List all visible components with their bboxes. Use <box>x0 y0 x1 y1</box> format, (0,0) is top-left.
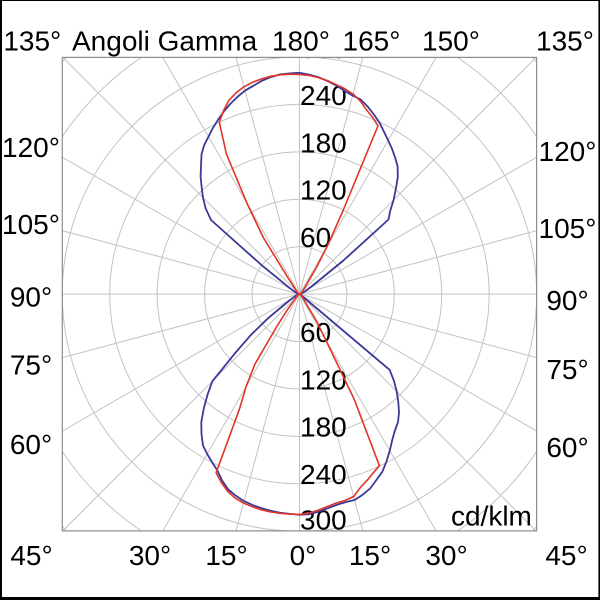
svg-text:Angoli Gamma: Angoli Gamma <box>72 25 258 56</box>
svg-text:180: 180 <box>300 412 347 443</box>
svg-text:90°: 90° <box>546 285 588 316</box>
svg-text:180°: 180° <box>272 25 330 56</box>
svg-text:60°: 60° <box>546 432 588 463</box>
svg-text:165°: 165° <box>343 25 401 56</box>
svg-text:45°: 45° <box>10 540 52 571</box>
svg-text:15°: 15° <box>349 540 391 571</box>
svg-text:240: 240 <box>300 80 347 111</box>
svg-text:cd/klm: cd/klm <box>451 501 532 532</box>
svg-text:15°: 15° <box>205 540 247 571</box>
svg-text:90°: 90° <box>10 282 52 313</box>
svg-text:105°: 105° <box>2 209 60 240</box>
svg-text:45°: 45° <box>545 540 587 571</box>
svg-text:0°: 0° <box>290 540 317 571</box>
svg-text:30°: 30° <box>129 540 171 571</box>
svg-text:180: 180 <box>300 127 347 158</box>
svg-text:60°: 60° <box>10 429 52 460</box>
svg-text:75°: 75° <box>10 350 52 381</box>
svg-text:240: 240 <box>300 459 347 490</box>
svg-text:60: 60 <box>300 317 331 348</box>
svg-text:120°: 120° <box>2 132 60 163</box>
svg-text:75°: 75° <box>546 354 588 385</box>
svg-text:150°: 150° <box>422 25 480 56</box>
svg-text:120: 120 <box>300 364 347 395</box>
svg-text:120°: 120° <box>539 136 597 167</box>
svg-text:135°: 135° <box>536 25 594 56</box>
svg-text:30°: 30° <box>425 540 467 571</box>
svg-text:300: 300 <box>300 33 347 64</box>
svg-text:105°: 105° <box>539 213 597 244</box>
svg-text:135°: 135° <box>3 25 61 56</box>
svg-text:120: 120 <box>300 175 347 206</box>
